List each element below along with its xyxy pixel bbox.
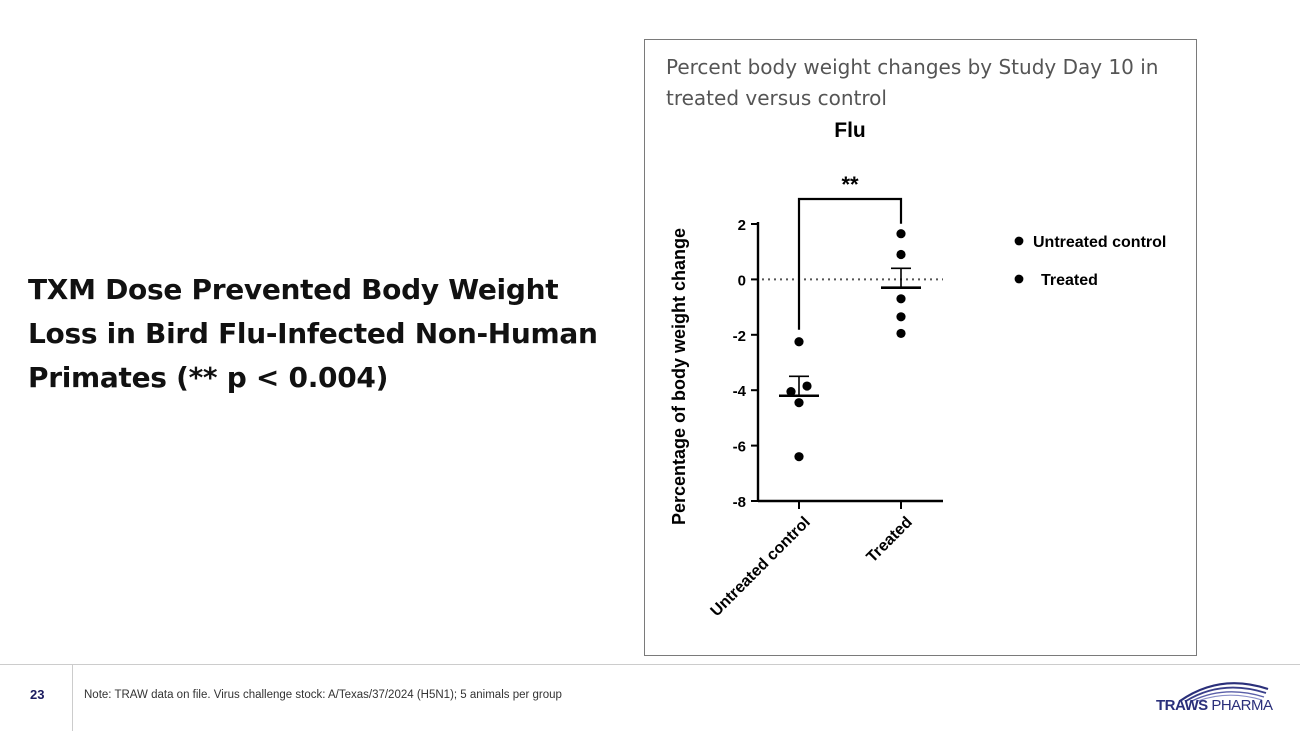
- data-point: [794, 337, 804, 347]
- chart-caption: Percent body weight changes by Study Day…: [666, 55, 1159, 110]
- chart-title: Flu: [834, 119, 866, 142]
- logo-swoosh-icon: [1179, 682, 1269, 702]
- significance-bracket: [797, 197, 903, 330]
- data-point: [896, 312, 906, 322]
- chart-panel: Percent body weight changes by Study Day…: [644, 39, 1197, 656]
- legend-label: Treated: [1041, 272, 1098, 289]
- logo-wordmark-rest: PHARMA: [1207, 697, 1273, 714]
- y-tick-label: 2: [738, 217, 746, 234]
- footnote: Note: TRAW data on file. Virus challenge…: [84, 689, 562, 701]
- data-point: [794, 452, 804, 462]
- y-tick-label: 0: [738, 272, 746, 289]
- footer-divider: [72, 665, 73, 731]
- legend-label: Untreated control: [1033, 234, 1166, 251]
- legend-marker: [1014, 274, 1024, 284]
- logo-wordmark-bold: TRAWS: [1156, 697, 1208, 714]
- data-point: [896, 294, 906, 304]
- data-point: [786, 386, 796, 397]
- x-tick-label: Treated: [864, 514, 916, 566]
- y-tick-label: -8: [733, 494, 746, 511]
- y-tick-label: -4: [733, 383, 747, 400]
- significance-label: **: [841, 172, 859, 197]
- y-tick-label: -6: [733, 439, 746, 456]
- data-point: [896, 229, 906, 239]
- x-tick-label: Untreated control: [708, 514, 814, 620]
- y-tick-label: -2: [733, 328, 746, 345]
- logo-wordmark: TRAWS PHARMA: [1156, 697, 1273, 714]
- data-point: [794, 398, 804, 408]
- slide-number: 23: [30, 687, 45, 702]
- slide-headline: TXM Dose Prevented Body Weight Loss in B…: [28, 273, 598, 394]
- footer-rule: [0, 664, 1300, 665]
- company-logo: TRAWS PHARMA: [1150, 675, 1275, 720]
- scatter-chart: Flu Percentage of body weight change 2 0 -2 -…: [669, 119, 1166, 620]
- legend-marker: [1014, 236, 1024, 246]
- y-axis-label: Percentage of body weight change: [669, 228, 689, 525]
- data-point: [896, 249, 906, 260]
- data-point: [896, 328, 906, 339]
- data-point: [802, 381, 812, 391]
